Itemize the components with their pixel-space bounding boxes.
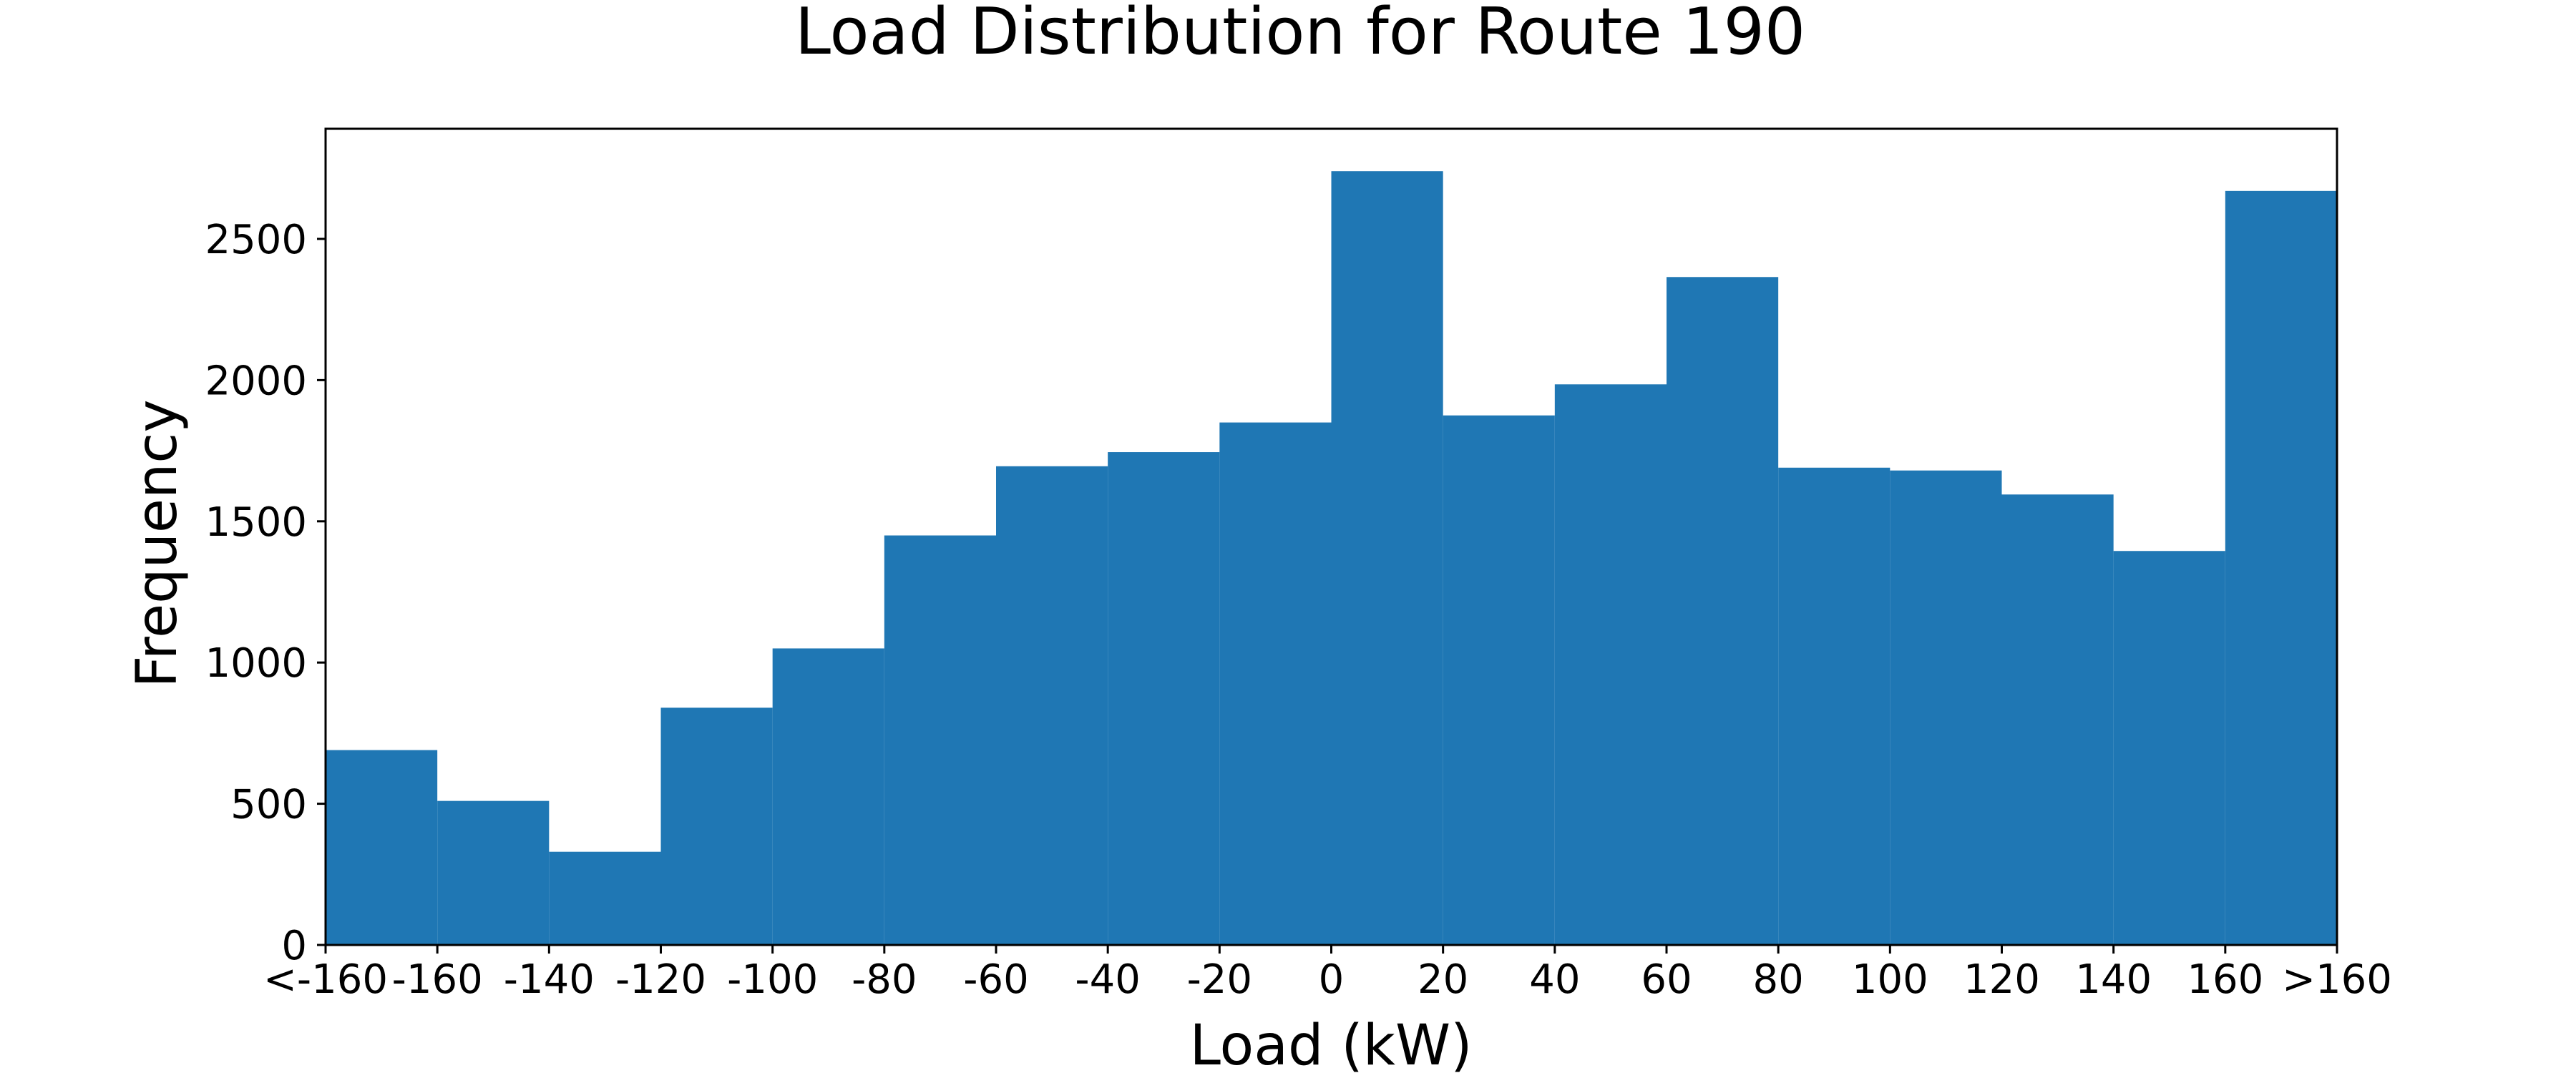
- x-tick-label-18: >160: [2282, 956, 2392, 1003]
- x-tick-label-16: 140: [2075, 956, 2152, 1003]
- y-axis-label: Frequency: [125, 400, 190, 688]
- histogram-bar-10: [1443, 415, 1555, 945]
- x-tick-label-13: 80: [1753, 956, 1804, 1003]
- x-tick-label-9: 0: [1319, 956, 1345, 1003]
- chart-title: Load Distribution for Route 190: [795, 0, 1805, 69]
- histogram-bar-0: [326, 750, 438, 945]
- histogram-bar-17: [2225, 190, 2337, 945]
- y-tick-label-5: 2500: [205, 217, 307, 263]
- x-tick-label-0: <-160: [263, 956, 388, 1003]
- y-tick-label-1: 500: [230, 782, 307, 828]
- histogram-bar-5: [884, 535, 996, 945]
- x-tick-label-11: 40: [1529, 956, 1580, 1003]
- histogram-bar-1: [437, 800, 550, 945]
- histogram-bar-15: [2001, 494, 2114, 945]
- y-tick-label-2: 1000: [205, 640, 307, 687]
- histogram-bar-3: [660, 707, 773, 945]
- histogram-bar-7: [1108, 452, 1220, 945]
- histogram-bar-8: [1219, 422, 1332, 945]
- histogram-bar-12: [1667, 277, 1779, 945]
- x-tick-label-2: -140: [504, 956, 595, 1003]
- histogram-bar-6: [996, 466, 1108, 945]
- x-tick-label-3: -120: [615, 956, 706, 1003]
- y-tick-label-4: 2000: [205, 358, 307, 404]
- histogram-bar-9: [1331, 171, 1443, 946]
- x-tick-label-5: -80: [852, 956, 917, 1003]
- x-tick-label-14: 100: [1852, 956, 1928, 1003]
- histogram-bar-4: [772, 648, 884, 945]
- x-tick-label-1: -160: [392, 956, 483, 1003]
- x-tick-label-15: 120: [1963, 956, 2040, 1003]
- histogram-bar-16: [2113, 551, 2225, 945]
- histogram-bar-11: [1554, 384, 1667, 945]
- bars-layer: [326, 171, 2337, 946]
- x-axis-label: Load (kW): [1189, 1014, 1472, 1073]
- x-tick-label-6: -60: [963, 956, 1028, 1003]
- x-tick-label-7: -40: [1075, 956, 1140, 1003]
- x-axis: <-160 -160 -140 -120 -100 -80 -60 -40 -20 0 20 40 60…: [263, 945, 2392, 1003]
- histogram-bar-14: [1890, 470, 2002, 945]
- histogram-bar-13: [1778, 467, 1890, 945]
- y-tick-label-3: 1500: [205, 499, 307, 546]
- x-tick-label-8: -20: [1187, 956, 1252, 1003]
- x-tick-label-4: -100: [727, 956, 818, 1003]
- y-axis: 0 500 1000 1500 2000 2500: [205, 217, 326, 969]
- y-tick-label-0: 0: [281, 923, 307, 969]
- histogram-bar-2: [549, 851, 661, 945]
- x-tick-label-12: 60: [1641, 956, 1692, 1003]
- x-tick-label-17: 160: [2187, 956, 2263, 1003]
- x-tick-label-10: 20: [1418, 956, 1468, 1003]
